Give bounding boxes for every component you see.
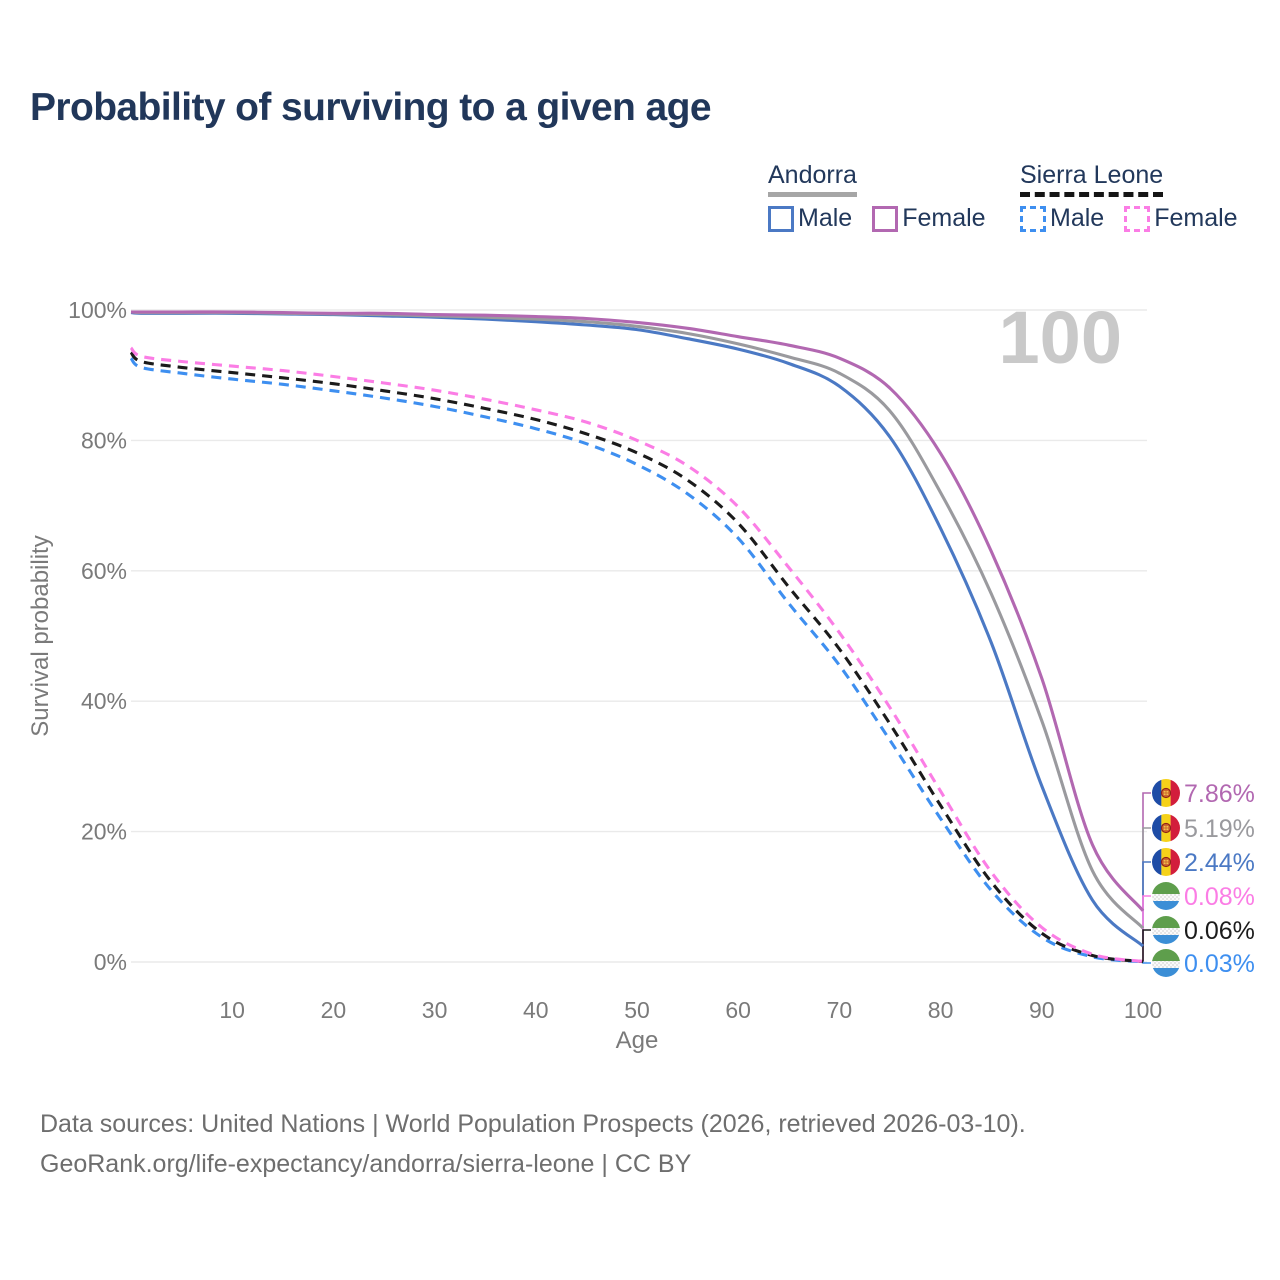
curve-sierra-leone-male (129, 357, 1144, 964)
curve-andorra-female (130, 310, 1145, 912)
legend-label-andorra-male: Male (798, 204, 853, 232)
end-value-labels: 7.86% 5.19% 2.44% 0.08% 0.06% 0.03% (1152, 779, 1255, 978)
x-tick-label-10: 10 (219, 997, 245, 1023)
x-tick-label-70: 70 (827, 997, 853, 1023)
end-label-connectors (1142, 792, 1151, 964)
x-tick-label-50: 50 (624, 997, 650, 1023)
andorra-male-swatch-icon (768, 205, 794, 232)
footer: Data sources: United Nations | World Pop… (40, 1104, 1026, 1184)
end-value-label-andorra-all: 5.19% (1184, 815, 1255, 843)
andorra-flag-icon (1152, 779, 1180, 807)
sierra-leone-male-swatch-icon (1020, 205, 1046, 232)
x-tick-label-20: 20 (321, 997, 347, 1023)
x-axis-title: Age (616, 1027, 659, 1054)
legend-label-andorra-female: Female (902, 204, 986, 232)
andorra-female-swatch-icon (872, 205, 899, 232)
x-tick-label-100: 100 (1124, 997, 1162, 1023)
connector-andorra-female (1142, 792, 1151, 911)
connector-sierra-leone-male (1142, 961, 1151, 964)
legend-andorra-header: Andorra (768, 160, 857, 197)
end-value-label-sierra-leone-all: 0.06% (1184, 917, 1255, 945)
sierra-leone-female-swatch-icon (1124, 205, 1151, 232)
gridlines (131, 309, 1147, 963)
sierra-leone-flag-icon (1152, 949, 1180, 977)
x-tick-label-80: 80 (928, 997, 954, 1023)
page-title: Probability of surviving to a given age (30, 86, 712, 129)
sierra-leone-flag-icon (1152, 916, 1180, 944)
x-tick-label-90: 90 (1029, 997, 1055, 1023)
legend-item-andorra-male[interactable]: Male (768, 204, 852, 233)
y-tick-label-80: 80% (81, 427, 127, 453)
legend-item-andorra-female[interactable]: Female (872, 204, 986, 233)
y-tick-label-0: 0% (94, 949, 127, 975)
sierra-leone-flag-icon (1152, 882, 1180, 910)
connector-sierra-leone-female (1142, 895, 1151, 962)
connector-andorra-all (1142, 827, 1151, 929)
legend-item-sierra-leone-male[interactable]: Male (1020, 204, 1104, 233)
x-tick-label-60: 60 (725, 997, 751, 1023)
curve-sierra-leone-female (129, 346, 1144, 964)
y-tick-label-100: 100% (68, 297, 127, 323)
andorra-flag-icon (1152, 814, 1180, 842)
connector-sierra-leone-all (1142, 929, 1151, 962)
legend-label-sierra-leone-male: Male (1050, 204, 1105, 232)
footer-source-line: Data sources: United Nations | World Pop… (40, 1110, 1026, 1138)
x-tick-label-40: 40 (523, 997, 549, 1023)
curve-sierra-leone-all (129, 351, 1144, 964)
x-tick-label-30: 30 (422, 997, 448, 1023)
survival-curves (129, 310, 1145, 964)
legend-label-sierra-leone-female: Female (1154, 204, 1238, 232)
legend-group-andorra: Andorra Male Female (768, 160, 986, 233)
curve-andorra-all (130, 310, 1145, 930)
legend-group-sierra-leone: Sierra Leone Male Female (1020, 160, 1238, 233)
footer-url-line: GeoRank.org/life-expectancy/andorra/sier… (40, 1150, 692, 1178)
y-tick-label-60: 60% (81, 558, 127, 584)
legend-item-sierra-leone-female[interactable]: Female (1124, 204, 1238, 233)
y-tick-label-20: 20% (81, 819, 127, 845)
y-tick-label-40: 40% (81, 688, 127, 714)
end-value-label-andorra-male: 2.44% (1184, 849, 1255, 877)
curve-andorra-male (130, 311, 1145, 948)
end-value-label-sierra-leone-male: 0.03% (1184, 950, 1255, 978)
connector-andorra-male (1142, 861, 1151, 947)
end-value-label-sierra-leone-female: 0.08% (1184, 883, 1255, 911)
watermark-age-100: 100 (999, 296, 1122, 379)
y-axis-title: Survival probability (27, 535, 54, 736)
end-value-label-andorra-female: 7.86% (1184, 780, 1255, 808)
andorra-flag-icon (1152, 848, 1180, 876)
legend-sierra-leone-header: Sierra Leone (1020, 160, 1164, 197)
